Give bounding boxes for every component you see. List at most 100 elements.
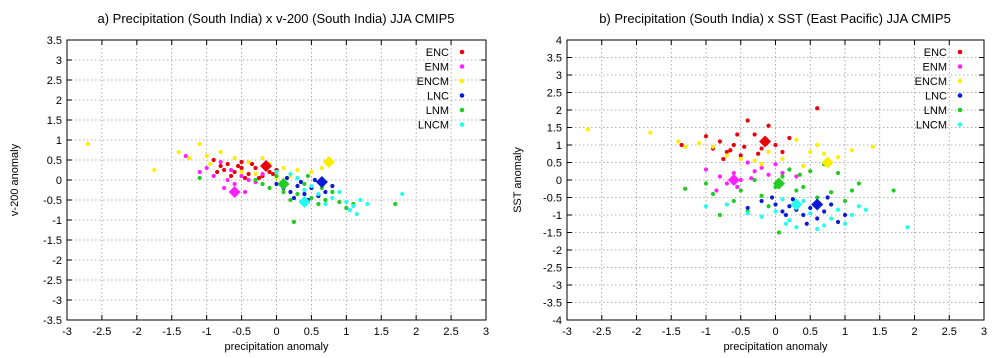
mean-marker-enc bbox=[759, 135, 772, 148]
point-enc bbox=[235, 163, 241, 169]
point-encm bbox=[648, 130, 653, 135]
point-lnm bbox=[295, 191, 300, 197]
legend-swatch-lnc bbox=[957, 93, 963, 98]
point-enm bbox=[717, 174, 722, 179]
x-tick-label: -1.5 bbox=[662, 326, 681, 338]
y-tick-label: 2.5 bbox=[547, 88, 562, 100]
point-lncm bbox=[400, 191, 405, 197]
legend-swatch-enc bbox=[459, 49, 465, 55]
point-enm bbox=[752, 169, 757, 174]
plot-frame bbox=[566, 39, 985, 321]
point-lnc bbox=[804, 221, 809, 226]
point-lnm bbox=[815, 195, 820, 200]
y-tick-label: 0.5 bbox=[547, 158, 562, 170]
point-lncm bbox=[835, 207, 841, 212]
legend-swatch-lncm bbox=[459, 122, 465, 127]
point-enm bbox=[211, 173, 216, 179]
legend: ENC ENM ENCM LNC LNM LNCM bbox=[417, 47, 465, 132]
legend-swatch-lncm bbox=[957, 122, 963, 127]
legend-label-encm: ENCM bbox=[915, 76, 947, 88]
point-lnc bbox=[745, 205, 750, 211]
y-tick-label: -3 bbox=[52, 295, 62, 307]
point-lnc bbox=[835, 219, 841, 225]
point-lnm bbox=[808, 169, 813, 174]
point-encm bbox=[232, 155, 237, 161]
point-lnm bbox=[752, 177, 757, 183]
point-lnm bbox=[344, 205, 349, 211]
y-tick-label: 1.5 bbox=[547, 123, 562, 135]
point-enm bbox=[242, 189, 248, 195]
point-lncm bbox=[358, 197, 363, 203]
point-lnm bbox=[288, 197, 293, 203]
y-tick-label: 0 bbox=[56, 175, 62, 187]
point-encm bbox=[794, 137, 799, 142]
point-encm bbox=[204, 153, 209, 159]
point-lnc bbox=[801, 212, 806, 218]
x-tick-label: -2.5 bbox=[92, 326, 111, 338]
point-lncm bbox=[330, 195, 335, 201]
point-lnm bbox=[393, 201, 398, 207]
x-tick-label: -3 bbox=[562, 326, 572, 338]
y-tick-label: -2 bbox=[52, 255, 62, 267]
legend-label-enm: ENM bbox=[923, 62, 947, 74]
point-enm bbox=[794, 174, 799, 179]
x-tick-label: 2 bbox=[911, 326, 917, 338]
point-enc bbox=[232, 169, 237, 175]
y-tick-label: 2 bbox=[56, 95, 62, 107]
y-tick-label: 0.5 bbox=[47, 155, 62, 167]
point-lnm bbox=[323, 197, 328, 203]
y-tick-label: -3 bbox=[552, 280, 562, 292]
y-tick-label: 3 bbox=[556, 70, 562, 82]
legend-swatch-encm bbox=[957, 78, 963, 84]
point-lncm bbox=[808, 211, 813, 216]
point-lnc bbox=[780, 209, 785, 214]
point-enm bbox=[222, 185, 227, 191]
point-lnm bbox=[801, 184, 806, 190]
data-points bbox=[85, 141, 405, 225]
point-lnm bbox=[267, 185, 272, 191]
point-enc bbox=[222, 167, 227, 173]
y-tick-label: 4 bbox=[556, 35, 562, 47]
legend: ENC ENM ENCM LNC LNM LNCM bbox=[915, 47, 963, 132]
y-tick-label: 3.5 bbox=[547, 53, 562, 65]
legend-swatch-lnc bbox=[459, 93, 465, 98]
point-encm bbox=[85, 141, 91, 147]
point-encm bbox=[246, 159, 251, 165]
point-encm bbox=[309, 169, 314, 175]
legend-label-lnm: LNM bbox=[924, 105, 947, 117]
point-encm bbox=[319, 165, 324, 171]
point-enm bbox=[197, 169, 202, 175]
point-enc bbox=[703, 134, 709, 139]
legend-swatch-enm bbox=[957, 64, 963, 69]
point-lnc bbox=[829, 202, 834, 207]
y-tick-label: 1 bbox=[56, 135, 62, 147]
chart-title-b: b) Precipitation (South India) x SST (Ea… bbox=[599, 11, 951, 26]
point-enc bbox=[211, 157, 216, 163]
point-enm bbox=[239, 173, 244, 179]
point-enc bbox=[242, 175, 248, 181]
x-tick-label: 3 bbox=[981, 326, 987, 338]
point-lncm bbox=[302, 187, 307, 193]
x-tick-label: 1 bbox=[343, 326, 349, 338]
data-points bbox=[585, 106, 910, 235]
point-lnm bbox=[780, 174, 785, 179]
point-enc bbox=[756, 151, 761, 156]
x-tick-label: 2.5 bbox=[443, 326, 458, 338]
point-enm bbox=[731, 170, 736, 176]
point-enc bbox=[267, 169, 272, 175]
point-encm bbox=[766, 149, 771, 155]
y-tick-label: -2.5 bbox=[543, 263, 562, 275]
mean-marker-encm bbox=[322, 156, 335, 168]
point-encm bbox=[197, 141, 202, 147]
point-enc bbox=[742, 144, 747, 149]
y-tick-label: 0 bbox=[556, 175, 562, 187]
point-enm bbox=[724, 181, 729, 186]
point-lnm bbox=[766, 204, 771, 209]
point-encm bbox=[253, 171, 258, 177]
point-lnm bbox=[703, 181, 709, 186]
point-lnm bbox=[842, 198, 848, 204]
point-encm bbox=[676, 139, 681, 144]
point-enc bbox=[731, 142, 736, 148]
point-lnm bbox=[260, 181, 265, 187]
legend-swatch-enm bbox=[459, 64, 465, 69]
